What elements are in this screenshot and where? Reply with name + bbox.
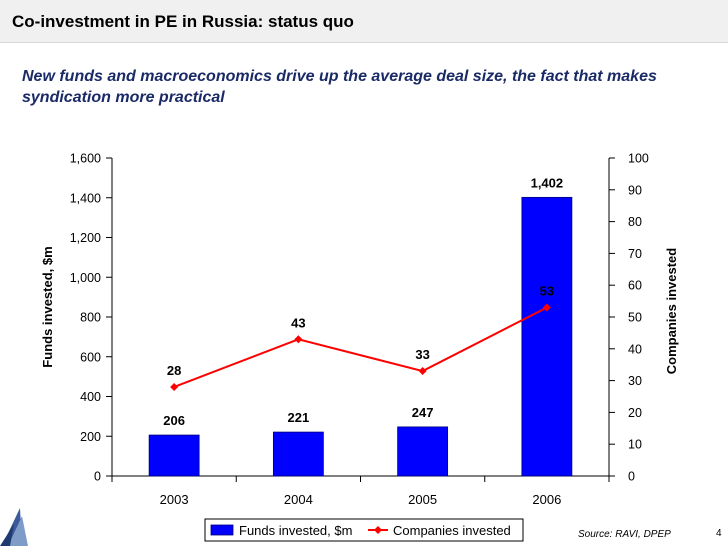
y-right-tick-label: 10 [628, 438, 642, 452]
legend-box [204, 518, 524, 542]
x-tick-label: 2006 [532, 492, 561, 507]
y-right-tick-label: 30 [628, 374, 642, 388]
y-left-axis-title: Funds invested, $m [40, 246, 55, 367]
line-value-label: 33 [415, 347, 429, 362]
company-logo [0, 508, 28, 546]
y-right-tick-label: 0 [628, 470, 635, 484]
source-note: Source: RAVI, DPEP [578, 529, 671, 540]
y-left-tick-label: 0 [94, 470, 101, 484]
y-right-tick-label: 60 [628, 279, 642, 293]
y-left-tick-label: 1,000 [70, 271, 101, 285]
y-right-tick-label: 50 [628, 311, 642, 325]
y-right-tick-label: 20 [628, 406, 642, 420]
bar-2005 [397, 426, 449, 477]
bar-2006 [521, 196, 573, 477]
y-left-tick-label: 1,400 [70, 191, 101, 205]
legend-label-companies: Companies invested [393, 523, 511, 538]
y-left-tick-label: 800 [80, 311, 101, 325]
y-right-tick-label: 90 [628, 183, 642, 197]
legend-label-funds: Funds invested, $m [239, 523, 352, 538]
bar-value-label: 247 [412, 405, 434, 420]
companies-point-2003 [170, 382, 179, 391]
y-left-tick-label: 400 [80, 390, 101, 404]
y-right-tick-label: 40 [628, 342, 642, 356]
companies-line [173, 306, 548, 388]
line-value-label: 28 [167, 363, 181, 378]
bar-value-label: 1,402 [531, 175, 564, 190]
y-right-tick-label: 80 [628, 215, 642, 229]
bar-value-label: 206 [163, 413, 185, 428]
y-left-tick-label: 1,200 [70, 231, 101, 245]
x-tick-label: 2005 [408, 492, 437, 507]
legend-bar-swatch [210, 524, 234, 536]
companies-point-2006 [542, 303, 551, 312]
bar-2004 [272, 431, 324, 477]
title-bar: Co-investment in PE in Russia: status qu… [0, 0, 728, 43]
y-left-tick-label: 600 [80, 350, 101, 364]
companies-point-2004 [294, 335, 303, 344]
line-value-label: 43 [291, 315, 305, 330]
x-tick-label: 2004 [284, 492, 313, 507]
x-tick-label: 2003 [160, 492, 189, 507]
page-subtitle: New funds and macroeconomics drive up th… [22, 68, 657, 106]
y-left-tick-label: 200 [80, 430, 101, 444]
page-title: Co-investment in PE in Russia: status qu… [12, 12, 354, 31]
y-left-tick-label: 1,600 [70, 152, 101, 166]
page-number: 4 [716, 528, 722, 539]
line-value-label: 53 [540, 283, 554, 298]
bar-value-label: 221 [288, 410, 310, 425]
y-right-axis-title: Companies invested [664, 248, 679, 374]
legend-line-marker [374, 526, 382, 534]
y-right-tick-label: 100 [628, 152, 649, 166]
bar-2003 [148, 434, 200, 477]
y-right-tick-label: 70 [628, 247, 642, 261]
companies-point-2005 [418, 367, 427, 376]
